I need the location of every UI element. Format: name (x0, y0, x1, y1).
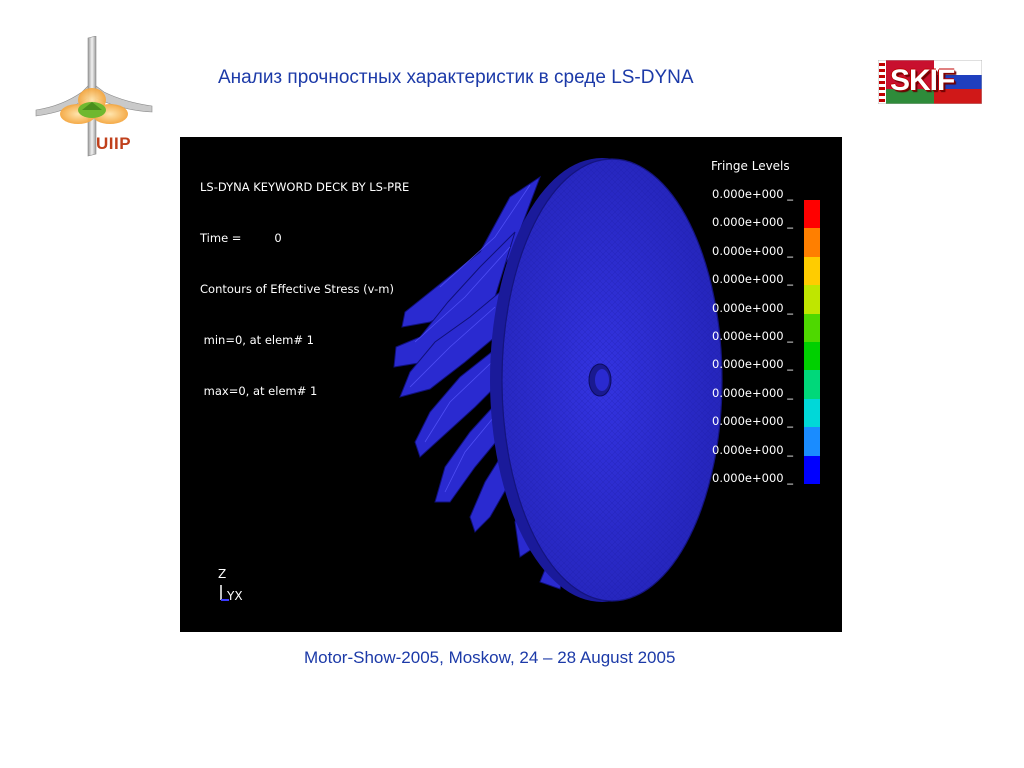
fringe-level-label: 0.000e+000 _ (712, 442, 793, 457)
header-line: min=0, at elem# 1 (200, 333, 314, 347)
uiip-logo-icon (35, 36, 153, 157)
axis-triad: Z YX (216, 567, 256, 607)
header-line: max=0, at elem# 1 (200, 384, 318, 398)
fringe-level-label: 0.000e+000 _ (712, 300, 793, 315)
ls-dyna-viewport[interactable]: LS-DYNA KEYWORD DECK BY LS-PRE Time = 0 … (180, 137, 842, 632)
fringe-color-swatch (804, 285, 820, 314)
fringe-level-label: 0.000e+000 _ (712, 385, 793, 400)
uiip-logo-text: UIIP (96, 134, 132, 153)
fringe-level-label: 0.000e+000 _ (712, 357, 793, 372)
fringe-color-swatch (804, 370, 820, 399)
header-line: Contours of Effective Stress (v-m) (200, 282, 394, 296)
fringe-color-swatch (804, 200, 820, 229)
fringe-color-swatch (804, 313, 820, 342)
fringe-level-label: 0.000e+000 _ (712, 470, 793, 485)
slide-title: Анализ прочностных характеристик в среде… (218, 67, 694, 88)
impeller-model (393, 158, 723, 602)
fringe-level-labels: 0.000e+000 _ 0.000e+000 _ 0.000e+000 _ 0… (712, 187, 793, 499)
uiip-logo: UIIP (32, 36, 156, 158)
skif-logo: SKIF (877, 59, 983, 105)
axis-triad-icon (220, 585, 229, 601)
fringe-color-swatch (804, 256, 820, 286)
fringe-color-bar (804, 200, 820, 484)
fringe-levels-title: Fringe Levels (711, 159, 790, 173)
fringe-level-label: 0.000e+000 _ (712, 243, 793, 258)
skif-flag-logo-icon (877, 59, 983, 105)
axis-label-yx: YX (227, 589, 243, 603)
axis-label-z: Z (218, 567, 227, 581)
slide-footer: Motor-Show-2005, Moskow, 24 – 28 August … (304, 648, 676, 667)
header-line: LS-DYNA KEYWORD DECK BY LS-PRE (200, 180, 410, 194)
fringe-level-label: 0.000e+000 _ (712, 328, 793, 343)
fringe-level-label: 0.000e+000 _ (712, 414, 793, 429)
fringe-level-label: 0.000e+000 _ (712, 272, 793, 287)
fringe-color-swatch (804, 341, 820, 371)
fringe-color-swatch (804, 427, 820, 456)
fringe-color-swatch (804, 228, 820, 257)
fringe-color-swatch (804, 455, 820, 484)
viewport-header: LS-DYNA KEYWORD DECK BY LS-PRE Time = 0 … (200, 145, 409, 434)
fringe-color-swatch (804, 398, 820, 428)
header-line: Time = 0 (200, 231, 282, 245)
fringe-level-label: 0.000e+000 _ (712, 215, 793, 230)
skif-logo-text: SKIF (890, 64, 955, 97)
fringe-level-label: 0.000e+000 _ (712, 187, 793, 201)
